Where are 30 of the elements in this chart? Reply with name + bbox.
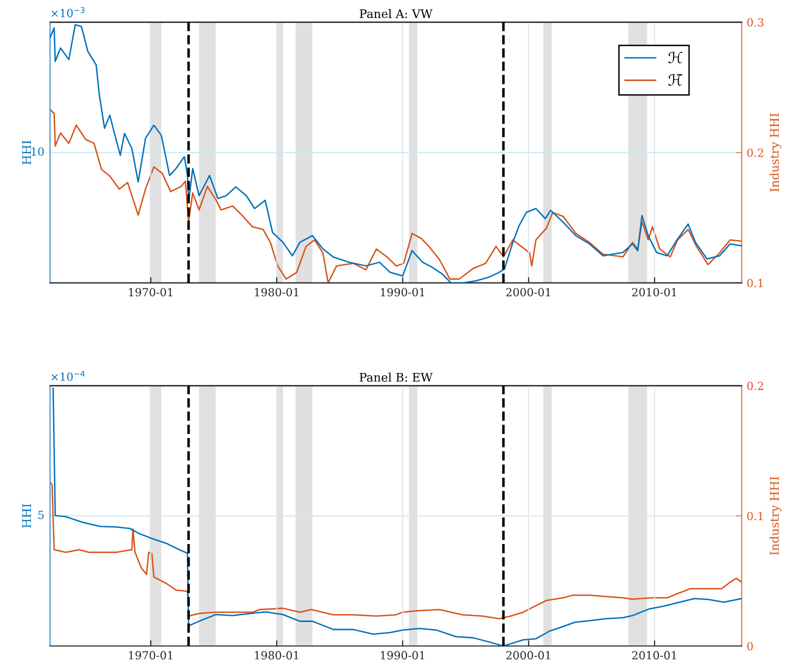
- x-tick-label: 2000-01: [506, 288, 550, 296]
- y2-tick-label: 0.2: [747, 148, 764, 157]
- chart-title: Panel A: VW: [360, 9, 433, 18]
- y2-tick-label: 0: [747, 642, 753, 650]
- x-tick-label: 1970-01: [129, 651, 172, 660]
- x-tick-label: 1980-01: [254, 651, 298, 660]
- y2-tick-label: 0.1: [747, 278, 763, 288]
- y2-tick-label: 0.1: [747, 512, 763, 520]
- line-series: [50, 108, 742, 283]
- line-series: [50, 481, 742, 620]
- legend-label: ℋ̄: [668, 74, 682, 86]
- text: 10: [32, 147, 44, 156]
- y2-tick-label: 0.2: [747, 382, 764, 390]
- x-tick-label: 1980-01: [254, 288, 298, 296]
- y2-axis-title: Industry HHI: [770, 113, 782, 192]
- x-tick-label: 2000-01: [506, 651, 550, 660]
- x-tick-label: 2010-01: [632, 288, 676, 296]
- text: ×10$^{−3}$: [52, 7, 84, 18]
- y-axis-title: HHI: [22, 504, 31, 528]
- y2-tick-label: 0.3: [747, 18, 764, 27]
- x-tick-label: 1990-01: [380, 651, 424, 660]
- x-tick-label: 1990-01: [380, 288, 424, 296]
- x-tick-label: 2010-01: [632, 651, 676, 660]
- chart-title: Panel B: EW: [360, 372, 433, 382]
- legend-label: ℋ: [668, 52, 682, 64]
- text: 5: [38, 510, 44, 520]
- y2-axis-title: Industry HHI: [770, 476, 782, 555]
- text: ×10$^{−4}$: [52, 370, 85, 381]
- x-tick-label: 1970-01: [129, 288, 172, 296]
- y-axis-title: HHI: [22, 140, 31, 165]
